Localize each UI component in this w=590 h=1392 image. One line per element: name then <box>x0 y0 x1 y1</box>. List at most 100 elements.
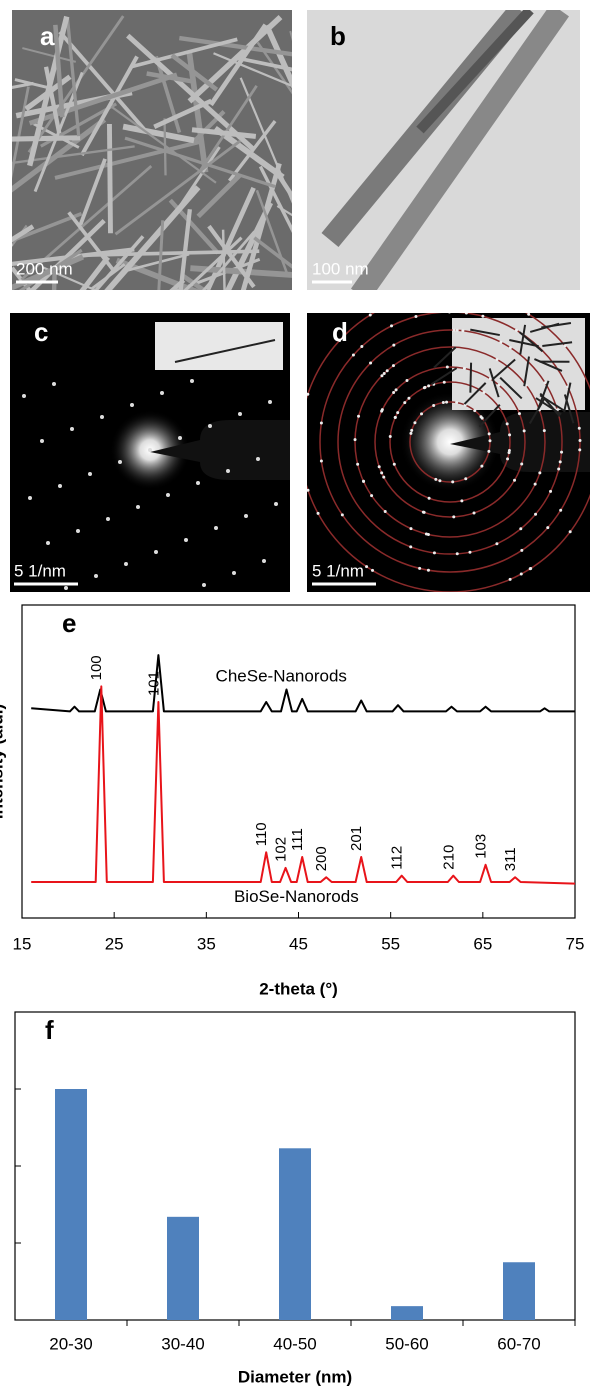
spot <box>208 424 212 428</box>
diffraction-pattern <box>307 299 590 592</box>
rod <box>12 242 14 246</box>
x-tick-label: 55 <box>381 934 400 953</box>
spot <box>392 343 396 347</box>
spot <box>451 480 455 484</box>
bar <box>279 1148 311 1320</box>
rod <box>213 125 285 180</box>
spot <box>58 484 62 488</box>
spot <box>100 415 104 419</box>
rod <box>12 135 81 142</box>
spot <box>432 551 436 555</box>
spot <box>319 421 323 425</box>
spot <box>563 344 567 348</box>
spot <box>391 364 395 368</box>
spot <box>184 538 188 542</box>
series-label: BioSe-Nanorods <box>234 887 359 906</box>
rod <box>180 272 208 290</box>
spot <box>160 391 164 395</box>
spot <box>468 550 472 554</box>
peak-label: 110 <box>253 822 270 846</box>
inset-rod <box>542 341 573 348</box>
rod <box>276 205 292 217</box>
inset-rod <box>470 328 500 337</box>
spot <box>497 383 501 387</box>
spot <box>420 412 424 416</box>
inset-rod <box>523 356 530 387</box>
rod <box>43 66 62 134</box>
spot <box>226 469 230 473</box>
rod <box>53 24 65 118</box>
spot <box>455 552 459 556</box>
spot <box>422 510 426 514</box>
spot <box>578 448 582 452</box>
inset-rod <box>430 367 458 386</box>
spot <box>382 371 386 375</box>
spot <box>519 527 523 531</box>
spot <box>316 511 320 515</box>
spot <box>388 434 392 438</box>
spot <box>529 566 533 570</box>
spot <box>418 566 422 570</box>
spot <box>399 299 402 302</box>
spot <box>356 462 360 466</box>
spot <box>517 412 521 416</box>
y-axis-label: Intensity (a.u.) <box>0 704 6 819</box>
inset-rod <box>499 376 523 400</box>
peak-label: 100 <box>88 655 105 680</box>
spot <box>190 379 194 383</box>
spot <box>405 379 409 383</box>
rod <box>236 56 292 72</box>
ring <box>337 329 563 555</box>
scale-bar-label: 5 1/nm <box>14 561 66 580</box>
spot <box>409 431 413 435</box>
x-axis-label: 2-theta (°) <box>259 979 338 998</box>
diffraction-pattern <box>22 322 290 590</box>
spot <box>461 329 465 333</box>
x-tick-label: 25 <box>105 934 124 953</box>
spot <box>256 457 260 461</box>
spot <box>442 380 446 384</box>
spot <box>136 505 140 509</box>
rod <box>196 173 242 219</box>
rod <box>199 85 258 171</box>
spot <box>472 511 476 515</box>
inset-rod <box>563 382 572 413</box>
spot <box>473 409 477 413</box>
rod <box>12 254 85 290</box>
rod <box>201 230 256 290</box>
spot <box>519 572 523 576</box>
spot <box>522 429 526 433</box>
spot <box>464 477 468 481</box>
spot <box>533 482 537 486</box>
spot <box>448 313 451 314</box>
spot <box>559 508 563 512</box>
rod <box>27 15 70 167</box>
spot <box>488 377 492 381</box>
rod <box>190 265 292 278</box>
spot <box>507 448 511 452</box>
rod <box>191 127 257 139</box>
spot <box>464 313 468 315</box>
spot <box>487 449 491 453</box>
rod <box>221 229 226 290</box>
spot <box>452 328 456 332</box>
peak-label: 112 <box>389 846 406 870</box>
spot <box>46 541 50 545</box>
spot <box>22 394 26 398</box>
spot <box>353 438 357 442</box>
spot <box>568 530 572 534</box>
spot <box>462 366 466 370</box>
bar <box>503 1262 535 1320</box>
spot <box>52 382 56 386</box>
spot <box>64 586 68 590</box>
spot <box>178 436 182 440</box>
rod <box>272 167 292 200</box>
rod <box>255 189 289 275</box>
spot <box>414 315 418 319</box>
spot <box>508 346 512 350</box>
x-tick-label: 65 <box>473 934 492 953</box>
spot <box>307 488 310 492</box>
spot <box>426 533 430 537</box>
spot <box>527 313 531 316</box>
spot <box>202 583 206 587</box>
